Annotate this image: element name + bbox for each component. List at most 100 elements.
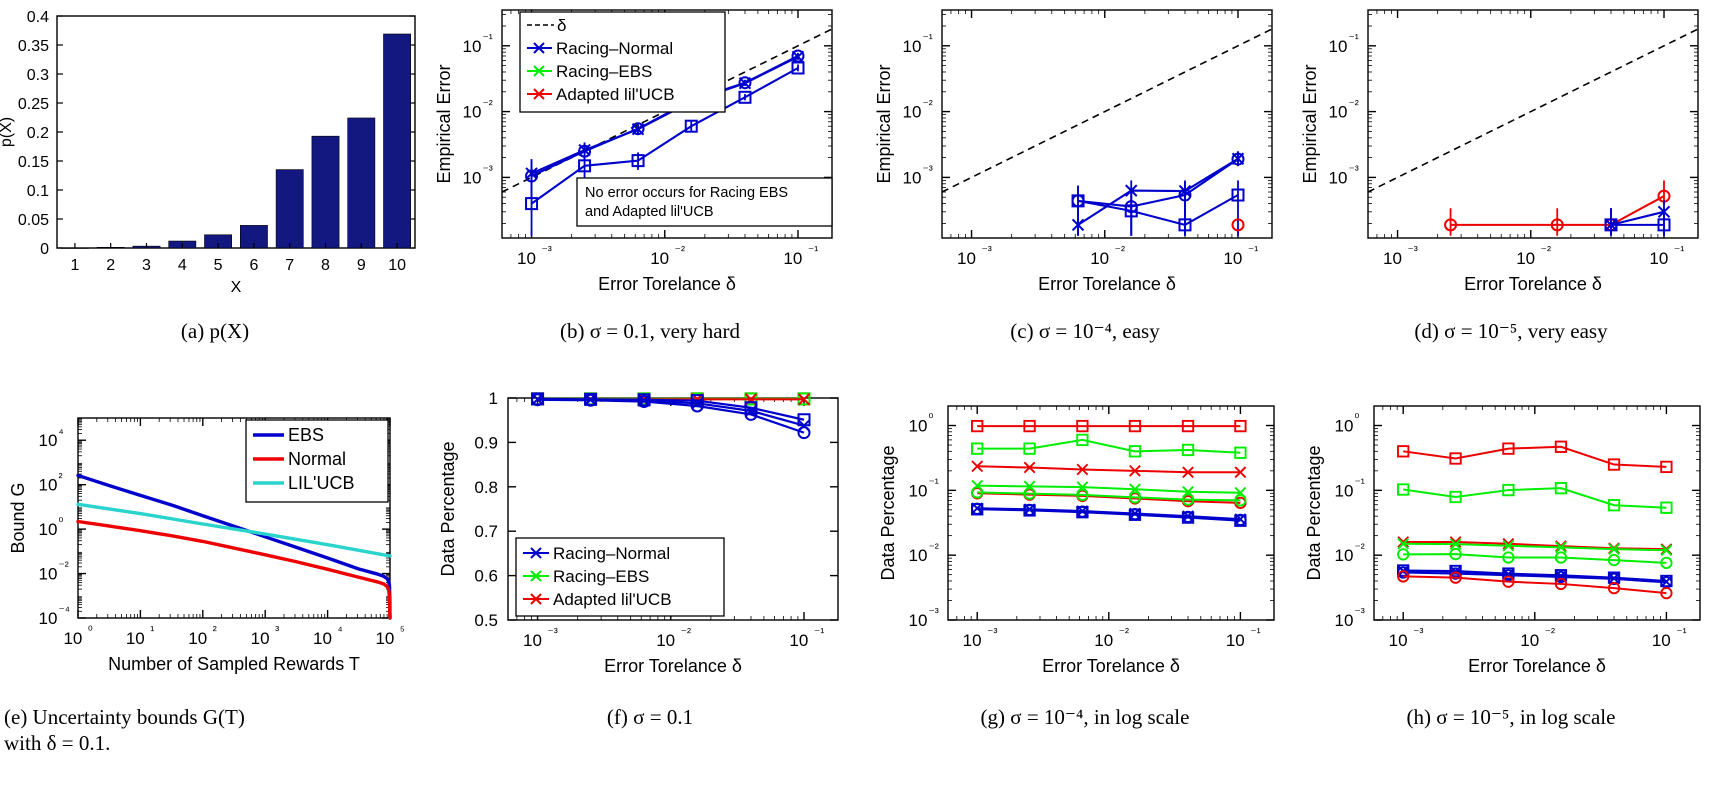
panel-f: 10 ⁻³ 10 ⁻² 10 ⁻¹ 0.5 0.6 0.7 0.8 0.9 1 Error Torela…: [430, 378, 870, 688]
svg-text:²: ²: [213, 624, 217, 638]
caption-c-text: (c) σ = 10⁻⁴, easy: [1010, 319, 1160, 343]
svg-text:10: 10: [188, 629, 207, 648]
caption-e: (e) Uncertainty bounds G(T) with δ = 0.1…: [4, 704, 428, 756]
svg-text:10: 10: [523, 631, 542, 650]
svg-text:⁻²: ⁻²: [1545, 626, 1555, 640]
svg-text:⁻⁴: ⁻⁴: [58, 604, 69, 618]
svg-text:⁻¹: ⁻¹: [922, 31, 932, 45]
svg-text:10: 10: [126, 629, 145, 648]
svg-text:10: 10: [39, 520, 58, 539]
svg-text:⁻²: ⁻²: [922, 97, 932, 111]
svg-text:⁻¹: ⁻¹: [814, 626, 824, 640]
svg-text:10: 10: [1335, 481, 1354, 500]
svg-text:0.2: 0.2: [27, 125, 49, 142]
caption-a: (a) p(X): [0, 318, 430, 344]
svg-text:10: 10: [1389, 631, 1408, 650]
svg-text:Data Percentage: Data Percentage: [1304, 445, 1324, 580]
svg-text:⁻¹: ⁻¹: [1248, 244, 1258, 258]
svg-text:0.05: 0.05: [18, 212, 49, 229]
svg-text:⁻¹: ⁻¹: [1250, 626, 1260, 640]
svg-text:Empirical Error: Empirical Error: [1300, 64, 1320, 183]
svg-text:⁻³: ⁻³: [987, 626, 997, 640]
svg-text:9: 9: [357, 257, 366, 274]
svg-text:⁻²: ⁻²: [1115, 244, 1125, 258]
svg-text:10: 10: [1520, 631, 1539, 650]
svg-text:⁻²: ⁻²: [58, 559, 68, 573]
svg-text:0.15: 0.15: [18, 154, 49, 171]
panel-h: 10 ⁻³ 10 ⁻² 10 ⁻¹ 10 ⁻³ 10 ⁻² 10 ⁻¹ 10 ⁰ Error Torelan…: [1296, 378, 1726, 688]
caption-d: (d) σ = 10⁻⁵, very easy: [1296, 318, 1726, 344]
svg-text:10: 10: [909, 417, 928, 436]
svg-text:⁻¹: ⁻¹: [1676, 626, 1686, 640]
svg-text:10: 10: [1223, 249, 1242, 268]
svg-text:10: 10: [1335, 417, 1354, 436]
svg-text:10: 10: [313, 629, 332, 648]
svg-text:⁻³: ⁻³: [1413, 626, 1423, 640]
svg-text:Number of Sampled Rewards T: Number of Sampled Rewards T: [108, 654, 360, 674]
svg-text:10: 10: [1516, 249, 1535, 268]
svg-text:10: 10: [251, 629, 270, 648]
svg-text:Error Torelance δ: Error Torelance δ: [604, 656, 742, 676]
svg-text:Data Percentage: Data Percentage: [438, 441, 458, 576]
caption-e-line2: with δ = 0.1.: [4, 731, 111, 755]
svg-text:and Adapted lil'UCB: and Adapted lil'UCB: [585, 204, 714, 220]
svg-text:10: 10: [909, 546, 928, 565]
svg-text:EBS: EBS: [288, 425, 324, 445]
svg-text:1: 1: [489, 389, 498, 408]
svg-text:³: ³: [275, 624, 279, 638]
svg-text:10: 10: [1226, 631, 1245, 650]
caption-b: (b) σ = 0.1, very hard: [430, 318, 870, 344]
svg-text:⁻²: ⁻²: [1348, 97, 1358, 111]
svg-text:2: 2: [106, 257, 115, 274]
svg-text:10: 10: [903, 168, 922, 187]
svg-text:Normal: Normal: [288, 449, 346, 469]
svg-text:X: X: [231, 279, 242, 296]
svg-text:10: 10: [903, 37, 922, 56]
svg-text:3: 3: [142, 257, 151, 274]
svg-text:10: 10: [963, 631, 982, 650]
svg-text:⁻¹: ⁻¹: [482, 31, 492, 45]
svg-text:⁻³: ⁻³: [1354, 606, 1364, 620]
svg-text:10: 10: [375, 629, 394, 648]
svg-text:6: 6: [249, 257, 258, 274]
svg-text:⁰: ⁰: [88, 624, 93, 638]
svg-text:0.3: 0.3: [27, 67, 49, 84]
svg-text:Racing–Normal: Racing–Normal: [553, 544, 670, 563]
svg-text:p(X): p(X): [0, 117, 15, 147]
svg-text:10: 10: [789, 631, 808, 650]
svg-text:Error Torelance δ: Error Torelance δ: [598, 274, 736, 294]
svg-text:Error Torelance δ: Error Torelance δ: [1468, 656, 1606, 676]
svg-text:⁻³: ⁻³: [1407, 244, 1417, 258]
svg-text:10: 10: [909, 481, 928, 500]
svg-text:⁻²: ⁻²: [681, 626, 691, 640]
svg-text:⁰: ⁰: [928, 411, 933, 425]
svg-text:Bound G: Bound G: [8, 482, 28, 553]
svg-text:⁻³: ⁻³: [928, 606, 938, 620]
panel-c: 10 ⁻³ 10 ⁻² 10 ⁻¹ 10 ⁻³ 10 ⁻² 10 ⁻¹ Error Torelance …: [870, 0, 1300, 300]
svg-text:No error occurs for Racing EBS: No error occurs for Racing EBS: [585, 185, 788, 201]
caption-c: (c) σ = 10⁻⁴, easy: [870, 318, 1300, 344]
svg-text:Empirical Error: Empirical Error: [434, 64, 454, 183]
svg-text:⁴: ⁴: [58, 426, 63, 440]
svg-text:²: ²: [58, 470, 62, 484]
svg-text:10: 10: [656, 631, 675, 650]
svg-text:5: 5: [214, 257, 223, 274]
svg-text:⁰: ⁰: [1354, 411, 1359, 425]
panel-e: 10 ⁰ 10 ¹ 10 ² 10 ³ 10 ⁴ 10 ⁵ 10 ⁻⁴ 10 ⁻² 10 ⁰ 10 ² 10 ⁴ Numbe…: [0, 378, 430, 688]
svg-text:10: 10: [1649, 249, 1668, 268]
svg-text:10: 10: [650, 249, 669, 268]
svg-text:⁻²: ⁻²: [1541, 244, 1551, 258]
svg-text:⁻¹: ⁻¹: [1354, 476, 1364, 490]
svg-text:10: 10: [388, 257, 406, 274]
svg-text:10: 10: [1652, 631, 1671, 650]
svg-text:10: 10: [63, 629, 82, 648]
svg-text:⁻¹: ⁻¹: [928, 476, 938, 490]
panel-a: 0 0.05 0.1 0.15 0.2 0.25 0.3 0.35 0.4 1 2 3 4 5 6 7 8 9 10…: [0, 0, 430, 300]
svg-text:10: 10: [957, 249, 976, 268]
svg-text:10: 10: [1335, 611, 1354, 630]
caption-f: (f) σ = 0.1: [430, 704, 870, 730]
svg-text:⁻²: ⁻²: [928, 541, 938, 555]
svg-text:¹: ¹: [150, 624, 154, 638]
svg-text:⁻¹: ⁻¹: [808, 244, 818, 258]
